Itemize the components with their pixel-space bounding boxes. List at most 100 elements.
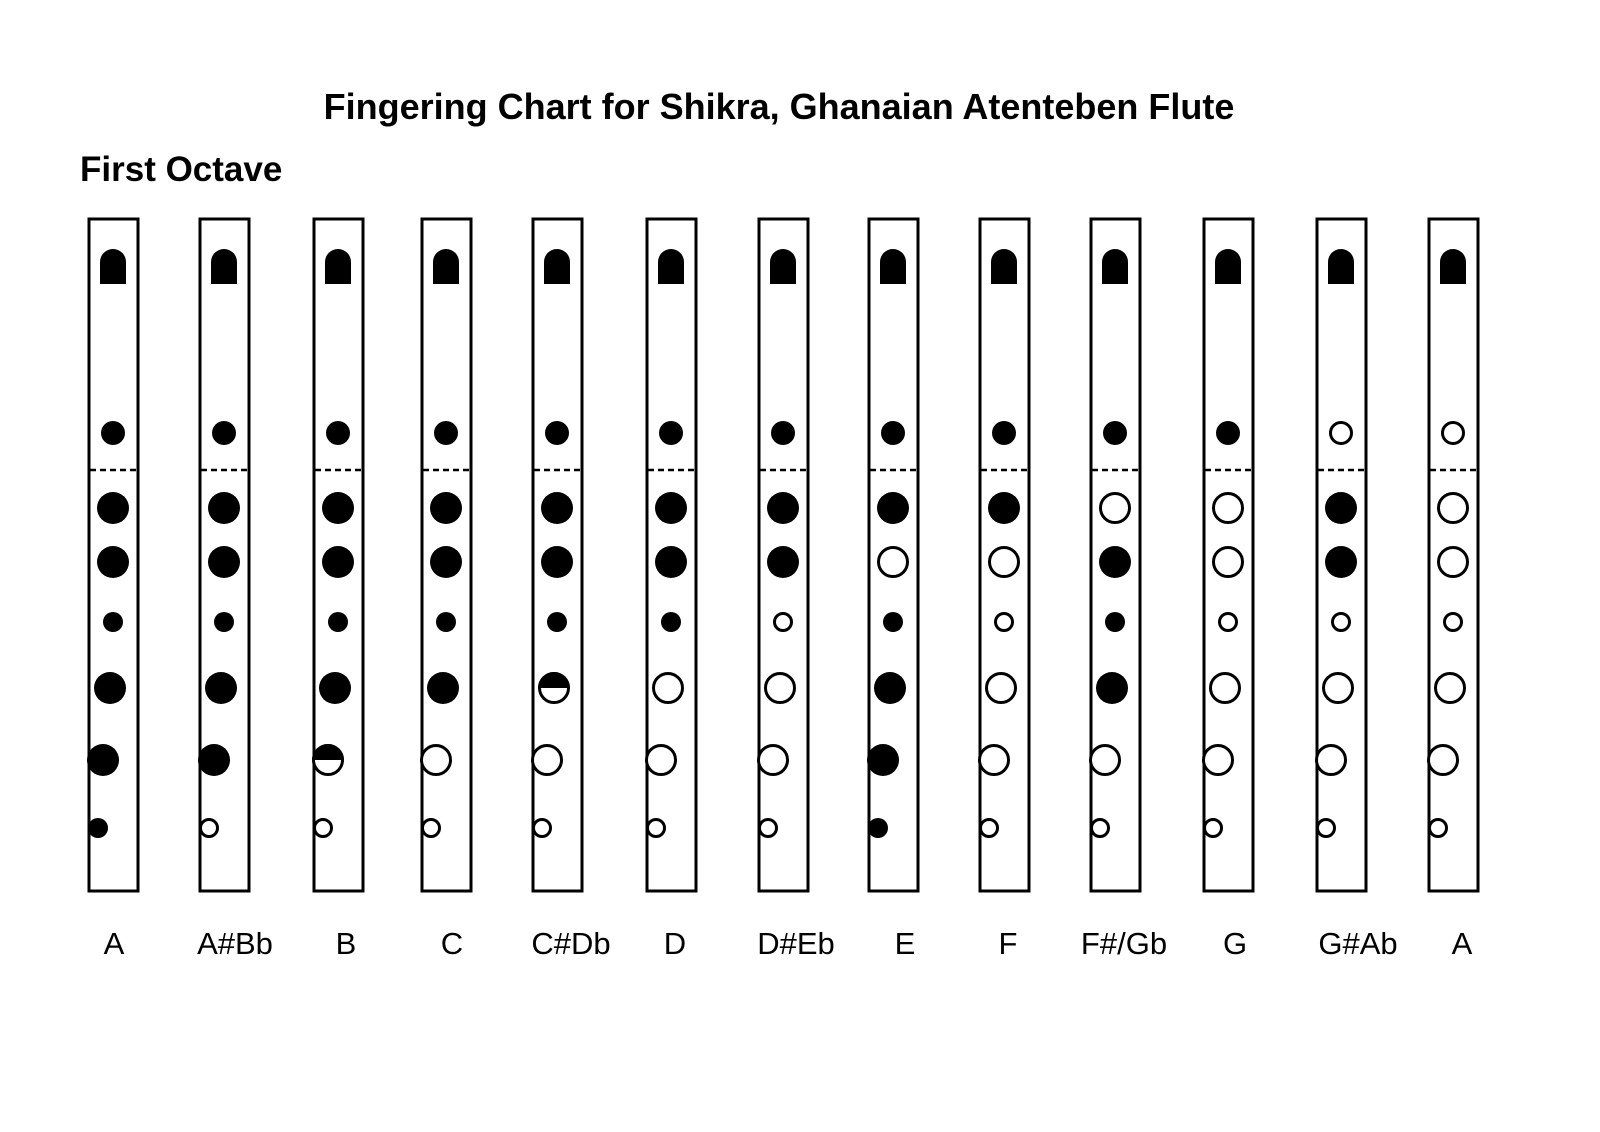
chart-title: Fingering Chart for Shikra, Ghanaian Ate… <box>323 86 1235 127</box>
flute-diagram <box>87 217 140 893</box>
hole-open <box>1218 612 1238 632</box>
hole-closed <box>767 546 799 578</box>
embouchure-hole-icon <box>1328 249 1354 284</box>
hole-open <box>199 818 219 838</box>
hole-open <box>531 744 563 776</box>
hole-open <box>1331 612 1351 632</box>
hole-open <box>877 546 909 578</box>
hole-closed <box>322 546 354 578</box>
hole-open <box>758 818 778 838</box>
hole-closed <box>874 672 906 704</box>
hole-closed <box>1103 421 1127 445</box>
hole-half-closed <box>312 744 344 776</box>
hole-closed <box>436 612 456 632</box>
hole-open <box>652 672 684 704</box>
hole-closed <box>208 546 240 578</box>
embouchure-hole-icon <box>880 249 906 284</box>
embouchure-hole-icon <box>211 249 237 284</box>
section-heading: First Octave <box>80 150 283 189</box>
hole-closed <box>881 421 905 445</box>
flute-diagram <box>1089 217 1142 893</box>
hole-open <box>773 612 793 632</box>
hole-closed <box>868 818 888 838</box>
hole-open <box>1089 744 1121 776</box>
hole-closed <box>547 612 567 632</box>
hole-closed <box>430 492 462 524</box>
hole-open <box>421 818 441 838</box>
hole-open <box>757 744 789 776</box>
hole-closed <box>101 421 125 445</box>
flute-diagram <box>1202 217 1255 893</box>
hole-open <box>985 672 1017 704</box>
flute-diagram <box>531 217 584 893</box>
note-label: F#/Gb <box>1081 926 1167 961</box>
hole-open <box>1090 818 1110 838</box>
hole-open <box>1315 744 1347 776</box>
hole-open <box>1316 818 1336 838</box>
hole-closed <box>88 818 108 838</box>
hole-open <box>1434 672 1466 704</box>
hole-closed <box>541 492 573 524</box>
hole-closed <box>1325 492 1357 524</box>
hole-closed <box>541 546 573 578</box>
embouchure-hole-icon <box>1102 249 1128 284</box>
hole-closed <box>322 492 354 524</box>
hole-open <box>420 744 452 776</box>
note-label: A <box>1452 926 1473 961</box>
hole-open <box>1441 421 1465 445</box>
hole-closed <box>208 492 240 524</box>
flute-diagram <box>1315 217 1368 893</box>
hole-open <box>978 744 1010 776</box>
flute-diagram <box>867 217 920 893</box>
hole-closed <box>328 612 348 632</box>
hole-closed <box>94 672 126 704</box>
hole-closed <box>867 744 899 776</box>
hole-open <box>1212 492 1244 524</box>
hole-closed <box>659 421 683 445</box>
hole-open <box>979 818 999 838</box>
embouchure-hole-icon <box>658 249 684 284</box>
hole-closed <box>1325 546 1357 578</box>
hole-closed <box>97 492 129 524</box>
hole-closed <box>988 492 1020 524</box>
note-label: A#Bb <box>197 926 273 961</box>
hole-closed <box>430 546 462 578</box>
hole-closed <box>771 421 795 445</box>
hole-closed <box>1105 612 1125 632</box>
flute-body <box>87 217 140 893</box>
note-label: D#Eb <box>757 926 835 961</box>
hole-open <box>1329 421 1353 445</box>
hole-closed <box>655 546 687 578</box>
hole-closed <box>198 744 230 776</box>
hole-closed <box>655 492 687 524</box>
hole-open <box>994 612 1014 632</box>
note-label: D <box>664 926 686 961</box>
flute-diagram <box>978 217 1031 893</box>
hole-open <box>313 818 333 838</box>
hole-open <box>1212 546 1244 578</box>
note-label: F <box>999 926 1018 961</box>
embouchure-hole-icon <box>1215 249 1241 284</box>
hole-open <box>1437 492 1469 524</box>
hole-closed <box>427 672 459 704</box>
embouchure-hole-icon <box>770 249 796 284</box>
hole-closed <box>214 612 234 632</box>
flute-diagram <box>312 217 365 893</box>
hole-closed <box>326 421 350 445</box>
hole-open <box>1203 818 1223 838</box>
hole-open <box>532 818 552 838</box>
hole-closed <box>545 421 569 445</box>
hole-closed <box>212 421 236 445</box>
hole-open <box>1428 818 1448 838</box>
embouchure-hole-icon <box>544 249 570 284</box>
note-label: G <box>1223 926 1247 961</box>
flute-diagram <box>757 217 810 893</box>
hole-closed <box>661 612 681 632</box>
hole-open <box>646 818 666 838</box>
hole-open <box>988 546 1020 578</box>
note-label: E <box>895 926 916 961</box>
flute-diagram <box>1427 217 1480 893</box>
hole-closed <box>434 421 458 445</box>
hole-closed <box>87 744 119 776</box>
hole-open <box>764 672 796 704</box>
